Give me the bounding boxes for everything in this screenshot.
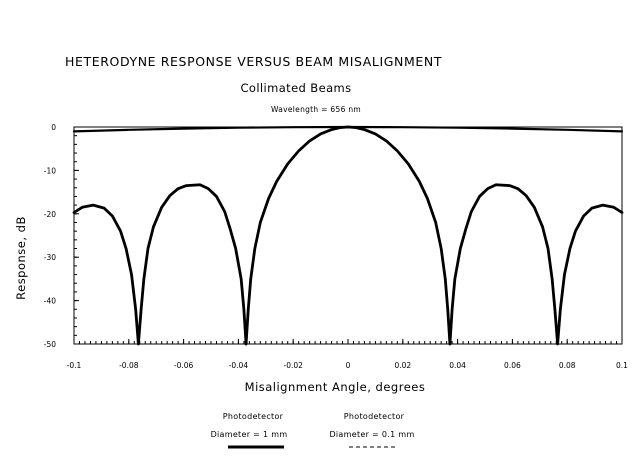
legend-series1-line1: Photodetector — [223, 412, 284, 421]
plot-frame — [73, 126, 623, 345]
legend-series2-line2: Diameter = 0.1 mm — [329, 430, 414, 439]
x-tick-label: 0.08 — [559, 361, 576, 370]
wavelength-note: Wavelength = 656 nm — [271, 105, 361, 114]
x-tick-label: 0.04 — [449, 361, 466, 370]
y-tick-label: -30 — [44, 253, 56, 262]
y-tick-label: 0 — [51, 123, 56, 132]
y-tick-label: -40 — [44, 297, 56, 306]
x-tick-label: 0.1 — [616, 361, 628, 370]
x-tick-label: -0.04 — [229, 361, 249, 370]
y-tick-label: -20 — [44, 210, 56, 219]
x-tick-label: -0.1 — [67, 361, 82, 370]
chart-subtitle: Collimated Beams — [240, 81, 351, 95]
legend-series1-line2: Diameter = 1 mm — [211, 430, 288, 439]
x-tick-label: 0 — [346, 361, 351, 370]
x-tick-label: 0.06 — [504, 361, 521, 370]
y-axis-label: Response, dB — [14, 216, 28, 300]
legend-series2-line1: Photodetector — [344, 412, 405, 421]
x-axis: -0.1 -0.08 -0.06 -0.04 -0.02 0 0.02 0.04 0.06 0.0… — [67, 339, 628, 370]
series-line-1 — [72, 125, 624, 346]
x-tick-label: 0.02 — [394, 361, 411, 370]
plot-area: 0 -10 -20 -30 -40 -50 -0.1 -0.08 -0.06 -0.04 -0.0… — [44, 123, 628, 370]
y-tick-label: -50 — [44, 340, 56, 349]
x-tick-label: -0.02 — [283, 361, 303, 370]
legend: Photodetector Diameter = 1 mm Photodetec… — [211, 412, 414, 449]
x-axis-label: Misalignment Angle, degrees — [245, 380, 426, 394]
x-tick-label: -0.08 — [119, 361, 139, 370]
x-tick-label: -0.06 — [174, 361, 194, 370]
y-tick-label: -10 — [44, 166, 56, 175]
series-group — [72, 125, 624, 346]
y-axis: 0 -10 -20 -30 -40 -50 — [44, 123, 79, 349]
series-line-2 — [72, 125, 624, 133]
chart-title: HETERODYNE RESPONSE VERSUS BEAM MISALIGN… — [65, 54, 442, 69]
